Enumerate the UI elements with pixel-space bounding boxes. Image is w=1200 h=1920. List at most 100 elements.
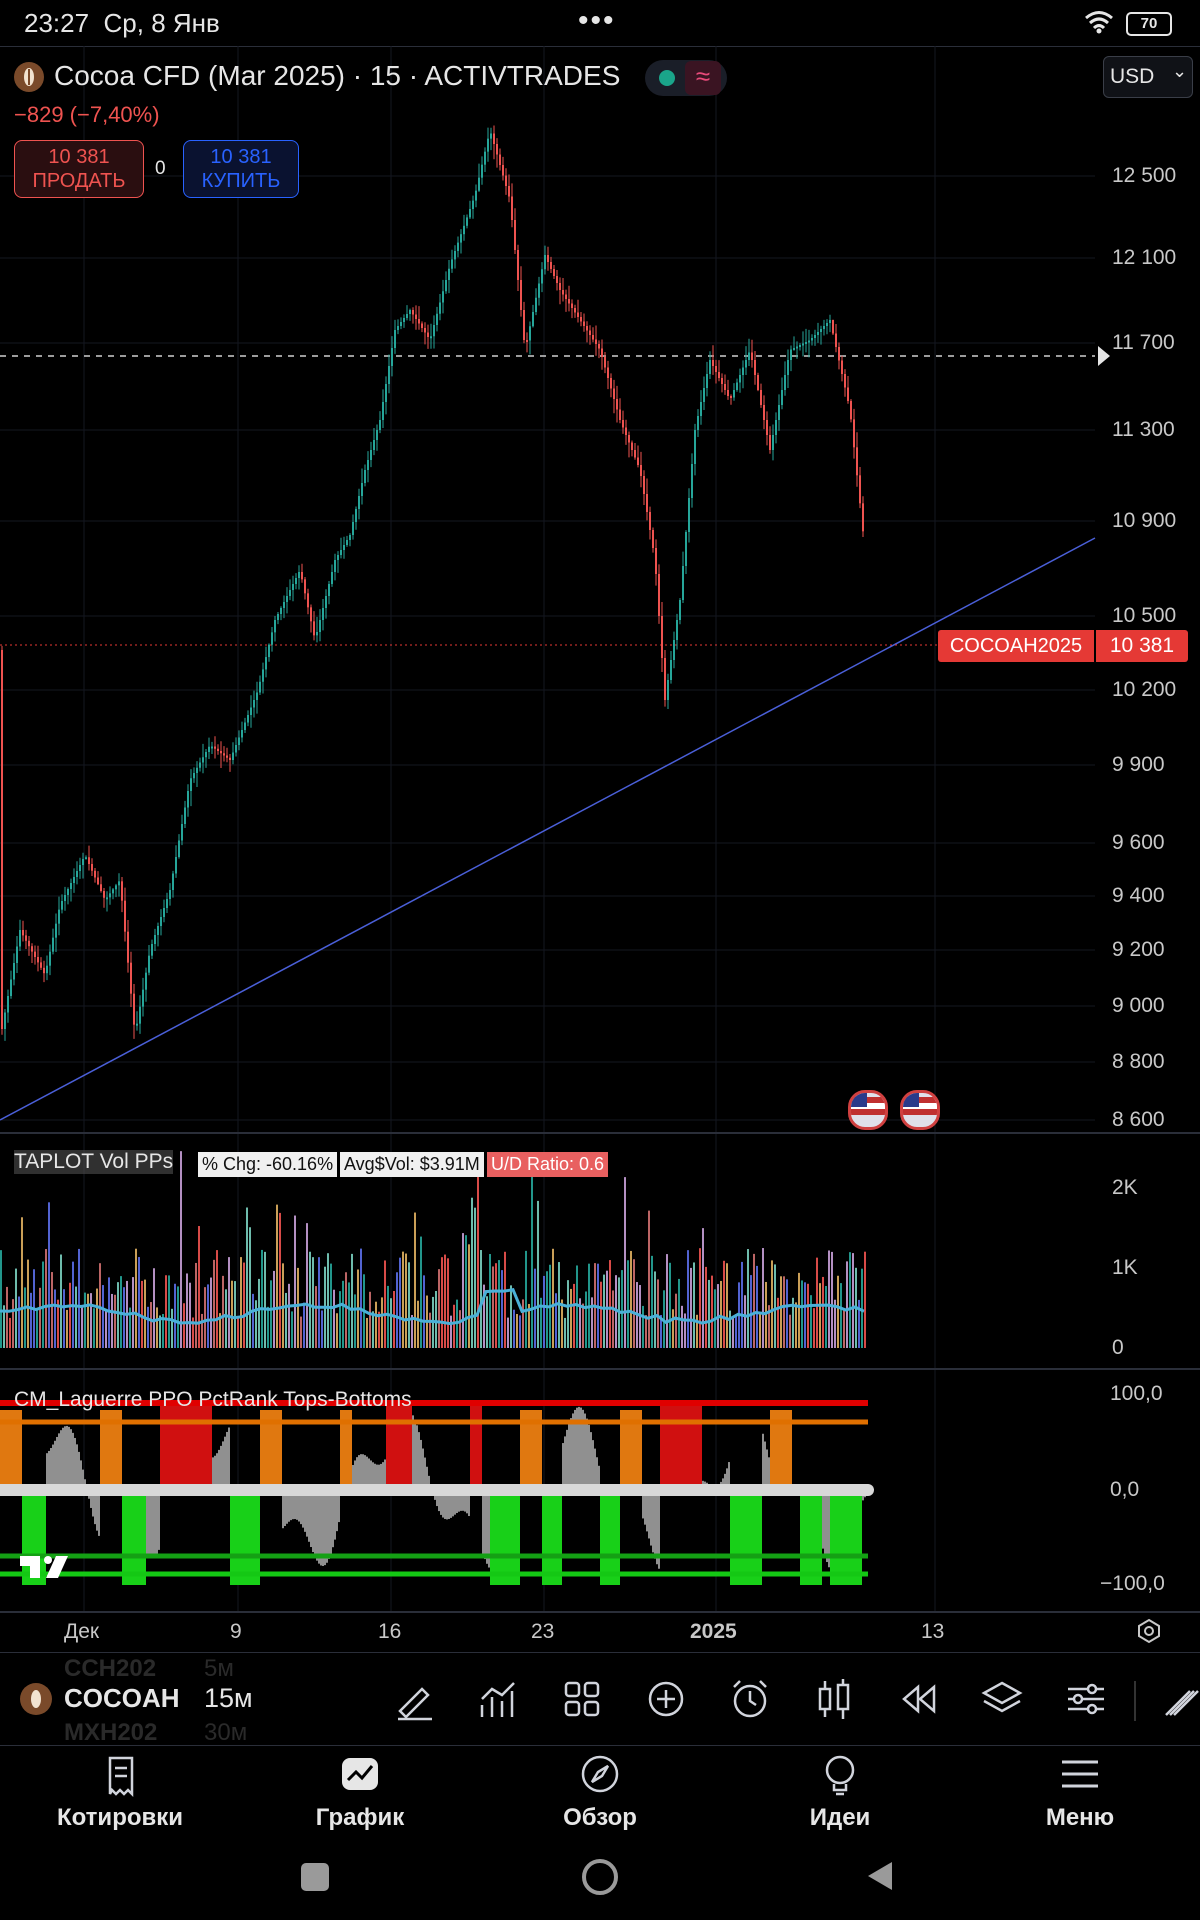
alert-icon[interactable] <box>728 1677 772 1721</box>
market-status-pill[interactable]: ≈ <box>645 60 727 96</box>
candle-body <box>610 378 612 389</box>
recent-apps-icon[interactable] <box>301 1863 329 1891</box>
volume-bar <box>462 1233 464 1348</box>
home-icon[interactable] <box>582 1859 618 1895</box>
candle-body <box>319 620 321 632</box>
ppo-bar <box>808 1490 810 1585</box>
candle-body <box>547 255 549 262</box>
templates-icon[interactable] <box>560 1677 604 1721</box>
nav-item-0[interactable]: Котировки <box>20 1746 220 1842</box>
volume-bar <box>351 1253 353 1348</box>
ppo-bar <box>522 1410 524 1490</box>
symbol-selector[interactable]: COCOAH <box>64 1683 180 1713</box>
drawing-tools-icon[interactable] <box>1160 1681 1200 1721</box>
candle-body <box>370 450 372 460</box>
volume-bar <box>150 1302 152 1348</box>
price-axis-label: 9 600 <box>1112 831 1165 854</box>
ppo-bar <box>376 1464 378 1490</box>
nav-item-3[interactable]: Идеи <box>740 1746 940 1842</box>
volume-bar <box>189 1282 191 1348</box>
back-icon[interactable] <box>866 1860 896 1892</box>
nav-item-2[interactable]: Обзор <box>500 1746 700 1842</box>
buy-button[interactable]: 10 381 КУПИТЬ <box>183 140 299 198</box>
volume-bar <box>348 1282 350 1348</box>
symbol-title[interactable]: Cocoa CFD (Mar 2025) · 15 · ACTIVTRADES <box>54 60 621 91</box>
candle-body <box>649 512 651 530</box>
ppo-bar <box>492 1490 494 1585</box>
candle-body <box>313 621 315 636</box>
ppo-bar <box>154 1490 156 1557</box>
ppo-bar <box>830 1490 832 1585</box>
volume-chg-label: % Chg: -60.16% <box>198 1152 338 1177</box>
ppo-bar <box>100 1410 102 1490</box>
ppo-bar <box>348 1410 350 1490</box>
candle-body <box>544 255 546 270</box>
volume-bar <box>78 1248 80 1348</box>
volume-bar <box>204 1287 206 1348</box>
volume-indicator-title[interactable]: TAPLOT Vol PPs <box>14 1150 174 1174</box>
nav-item-1[interactable]: График <box>260 1746 460 1842</box>
interval-selector[interactable]: 15м <box>204 1683 253 1713</box>
volume-bar <box>492 1266 494 1348</box>
candle-body <box>802 343 804 346</box>
us-flag-event-icon-2[interactable] <box>900 1090 940 1130</box>
chart-canvas[interactable] <box>0 46 1200 1646</box>
replay-icon[interactable] <box>896 1677 940 1721</box>
chart-icon <box>342 1758 378 1790</box>
price-axis-label: 9 900 <box>1112 753 1165 776</box>
ppo-bar <box>324 1490 326 1566</box>
volume-bar <box>234 1281 236 1348</box>
candle-body <box>427 332 429 337</box>
volume-bar <box>600 1281 602 1348</box>
volume-bar <box>21 1217 23 1348</box>
ppo-bar <box>610 1490 612 1585</box>
volume-bar <box>30 1292 32 1348</box>
volume-bar <box>657 1279 659 1348</box>
candle-body <box>835 333 837 347</box>
currency-select[interactable]: USD ⌄ <box>1103 56 1193 98</box>
candle-body <box>595 339 597 344</box>
candle-body <box>583 321 585 326</box>
ppo-bar <box>416 1425 418 1490</box>
ppo-bar <box>736 1490 738 1585</box>
candle-body <box>733 390 735 398</box>
candle-body <box>388 366 390 384</box>
ppo-bar <box>742 1490 744 1585</box>
ppo-bar <box>38 1490 40 1585</box>
candle-body <box>7 996 9 1013</box>
ppo-bar <box>566 1429 568 1490</box>
us-flag-event-icon[interactable] <box>848 1090 888 1130</box>
indicators-icon[interactable] <box>476 1677 520 1721</box>
ppo-bar <box>230 1490 232 1585</box>
volume-bar <box>57 1299 59 1348</box>
settings-icon[interactable] <box>1064 1677 1108 1721</box>
more-dots-icon[interactable]: ••• <box>578 4 616 37</box>
layers-icon[interactable] <box>980 1677 1024 1721</box>
time-axis-9: 9 <box>230 1620 242 1643</box>
candle-type-icon[interactable] <box>812 1677 856 1721</box>
sell-button[interactable]: 10 381 ПРОДАТЬ <box>14 140 144 198</box>
volume-bar <box>405 1253 407 1348</box>
add-icon[interactable] <box>644 1677 688 1721</box>
status-time: 23:27 Ср, 8 Янв <box>24 8 220 38</box>
ppo-bar <box>50 1448 52 1490</box>
ppo-bar <box>576 1407 578 1490</box>
ppo-bar <box>52 1444 54 1490</box>
volume-bar <box>771 1260 773 1348</box>
ppo-bar <box>462 1490 464 1511</box>
candle-body <box>208 746 210 752</box>
ppo-bar <box>72 1432 74 1490</box>
ppo-bar <box>582 1409 584 1490</box>
candle-body <box>355 509 357 522</box>
ppo-bar <box>412 1415 414 1490</box>
draw-icon[interactable] <box>392 1677 436 1721</box>
ppo-bar <box>766 1449 768 1490</box>
volume-bar <box>759 1313 761 1348</box>
volume-bar <box>681 1305 683 1348</box>
candle-body <box>736 382 738 390</box>
ppo-bar <box>388 1400 390 1490</box>
ppo-indicator-title[interactable]: CM_Laguerre PPO PctRank Tops-Bottoms <box>14 1388 412 1411</box>
candle-body <box>499 154 501 165</box>
nav-item-4[interactable]: Меню <box>980 1746 1180 1842</box>
axis-settings-icon[interactable] <box>1136 1618 1162 1644</box>
